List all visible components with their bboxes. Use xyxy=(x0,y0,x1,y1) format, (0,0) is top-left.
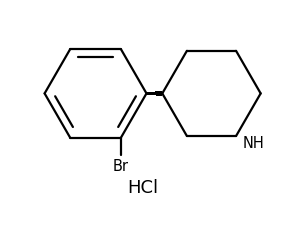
Text: NH: NH xyxy=(242,136,264,151)
Text: HCl: HCl xyxy=(128,179,158,197)
Text: Br: Br xyxy=(113,159,129,174)
